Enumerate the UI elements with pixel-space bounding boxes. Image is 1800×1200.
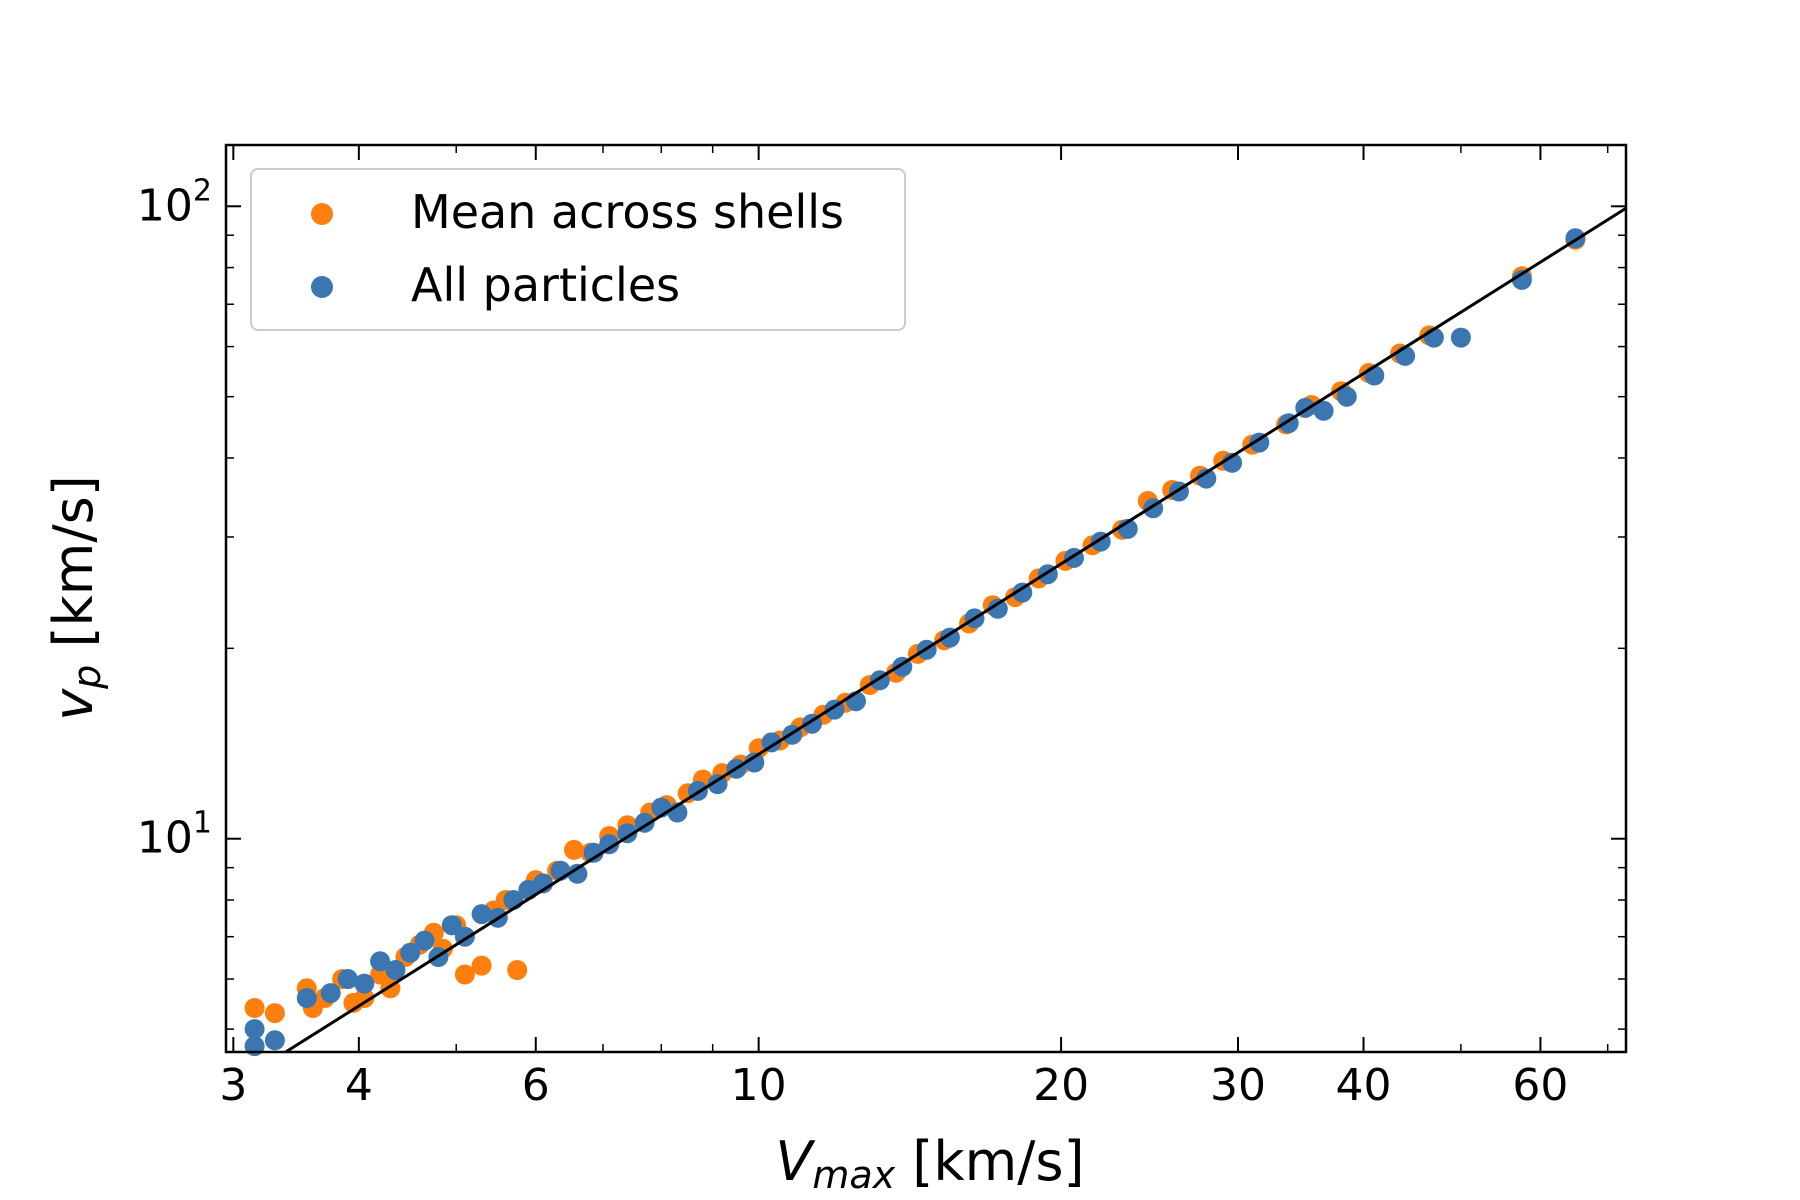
x-tick-label: 20 [1033, 1060, 1089, 1111]
point-all-particles [1336, 386, 1357, 407]
y-axis-title: vp [km/s] [42, 475, 109, 721]
data-points-layer [244, 228, 1586, 1057]
point-all-particles [320, 983, 341, 1004]
x-tick-label: 40 [1336, 1060, 1392, 1111]
point-all-particles [296, 988, 317, 1008]
x-tick-label: 60 [1512, 1060, 1568, 1111]
legend-marker-all-particles [311, 276, 333, 298]
point-mean-across-shells [264, 1003, 285, 1024]
point-mean-across-shells [354, 988, 375, 1008]
point-all-particles [1511, 269, 1532, 290]
plot-frame [224, 143, 1628, 1054]
point-all-particles [1313, 400, 1334, 421]
point-all-particles [354, 973, 375, 994]
tick-layer [226, 145, 1626, 1052]
point-all-particles [617, 823, 638, 844]
point-all-particles [1012, 582, 1033, 603]
legend-box [250, 168, 906, 331]
point-all-particles [583, 842, 604, 863]
point-all-particles [244, 1019, 265, 1040]
x-tick-label: 30 [1210, 1060, 1266, 1111]
point-all-particles [567, 863, 588, 884]
point-all-particles [761, 732, 782, 753]
point-all-particles [744, 752, 765, 773]
point-all-particles [939, 627, 960, 648]
reference-line [284, 207, 1627, 1054]
point-all-particles [707, 774, 728, 795]
point-all-particles [599, 834, 620, 855]
x-tick-label: 4 [345, 1060, 373, 1111]
point-all-particles [987, 598, 1008, 619]
point-mean-across-shells [564, 839, 584, 860]
x-tick-label: 3 [219, 1060, 247, 1111]
legend-label-all-particles: All particles [411, 258, 680, 312]
point-all-particles [441, 915, 462, 936]
point-all-particles [414, 930, 435, 951]
x-tick-label: 6 [522, 1060, 550, 1111]
y-tick-label: 102 [137, 173, 212, 231]
point-all-particles [337, 969, 358, 989]
reference-line-layer [284, 207, 1627, 1054]
point-all-particles [400, 942, 421, 963]
point-mean-across-shells [471, 955, 492, 976]
tick-labels-layer: 3 4 6 10 20 30 40 60 101 102 [137, 173, 1569, 1111]
point-all-particles [471, 904, 492, 925]
point-all-particles [385, 960, 406, 980]
point-all-particles [1364, 365, 1385, 386]
x-tick-label: 10 [731, 1060, 787, 1111]
point-all-particles [264, 1030, 285, 1051]
point-all-particles [1196, 468, 1217, 489]
point-all-particles [1450, 327, 1471, 348]
point-all-particles [370, 951, 391, 972]
x-axis-title: Vmax [km/s] [775, 1130, 1084, 1197]
point-mean-across-shells [244, 998, 265, 1018]
y-tick-label: 101 [137, 806, 212, 864]
legend-label-mean-across-shells: Mean across shells [411, 185, 844, 239]
legend-marker-mean-across-shells [311, 203, 333, 225]
legend: Mean across shells All particles [250, 168, 906, 331]
point-mean-across-shells [454, 964, 475, 985]
point-mean-across-shells [507, 960, 528, 980]
